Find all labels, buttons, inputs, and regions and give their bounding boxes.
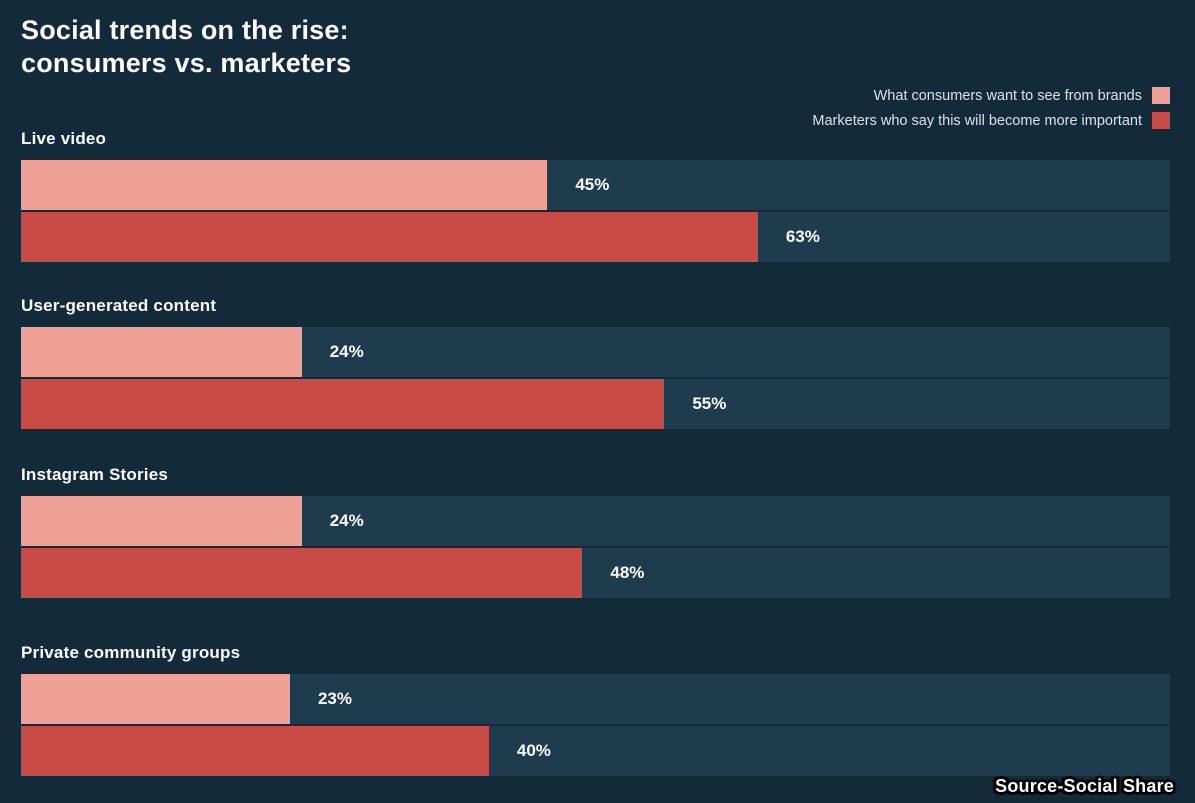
legend-label-consumers: What consumers want to see from brands bbox=[873, 87, 1142, 104]
chart-sections: Live video 45% 63% User-generated content 24… bbox=[21, 129, 1170, 776]
bar-value-label: 23% bbox=[317, 689, 352, 708]
legend-row-marketers: Marketers who say this will become more … bbox=[812, 112, 1170, 129]
bar-value-label: 48% bbox=[610, 563, 645, 582]
bar-value-label: 24% bbox=[329, 342, 364, 361]
legend: What consumers want to see from brands M… bbox=[812, 87, 1170, 137]
marketer-bar-track: 40% bbox=[21, 726, 1170, 776]
category-label: Live video bbox=[21, 129, 107, 148]
chart-section: Instagram Stories 24% 48% bbox=[21, 465, 1170, 598]
marketer-bar bbox=[21, 212, 758, 262]
consumer-bar bbox=[21, 496, 302, 546]
consumer-bar bbox=[21, 674, 290, 724]
consumer-bar-track: 24% bbox=[21, 327, 1170, 377]
bar-value-label: 40% bbox=[516, 741, 551, 760]
category-label: User-generated content bbox=[21, 296, 217, 315]
bar-value-label: 55% bbox=[692, 394, 727, 413]
legend-swatch-marketers bbox=[1152, 112, 1170, 129]
source-attribution: Source-Social Share bbox=[995, 776, 1174, 796]
category-label: Private community groups bbox=[21, 643, 241, 662]
marketer-bar-track: 48% bbox=[21, 548, 1170, 598]
chart-title-line1: Social trends on the rise: bbox=[21, 15, 349, 45]
chart-section: Private community groups 23% 40% bbox=[21, 643, 1170, 776]
legend-swatch-consumers bbox=[1152, 87, 1170, 104]
chart-section: Live video 45% 63% bbox=[21, 129, 1170, 262]
marketer-bar-track: 63% bbox=[21, 212, 1170, 262]
bar-value-label: 45% bbox=[575, 175, 610, 194]
marketer-bar bbox=[21, 548, 583, 598]
bar-value-label: 24% bbox=[329, 511, 364, 530]
chart-section: User-generated content 24% 55% bbox=[21, 296, 1170, 429]
marketer-bar bbox=[21, 379, 665, 429]
consumer-bar bbox=[21, 327, 302, 377]
consumer-bar bbox=[21, 160, 548, 210]
category-label: Instagram Stories bbox=[21, 465, 169, 484]
chart-title-line2: consumers vs. marketers bbox=[21, 48, 352, 78]
consumer-bar-track: 24% bbox=[21, 496, 1170, 546]
bar-value-label: 63% bbox=[785, 227, 820, 246]
marketer-bar-track: 55% bbox=[21, 379, 1170, 429]
legend-row-consumers: What consumers want to see from brands bbox=[812, 87, 1170, 104]
marketer-bar bbox=[21, 726, 489, 776]
legend-label-marketers: Marketers who say this will become more … bbox=[812, 112, 1142, 129]
consumer-bar-track: 23% bbox=[21, 674, 1170, 724]
consumer-bar-track: 45% bbox=[21, 160, 1170, 210]
chart-title: Social trends on the rise: consumers vs.… bbox=[21, 14, 1170, 80]
